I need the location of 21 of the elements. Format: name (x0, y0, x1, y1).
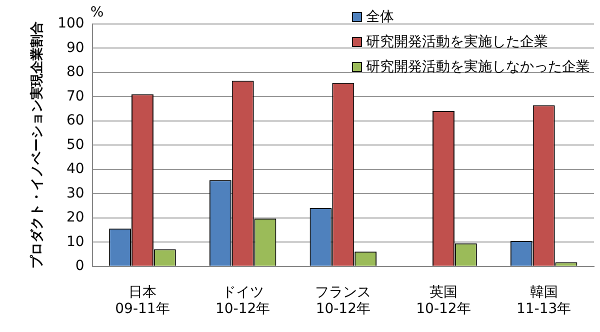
y-axis-title: プロダクト・イノベーション実現企業割合 (29, 22, 46, 269)
y-tick-label: 60 (66, 112, 84, 129)
text: % (90, 4, 104, 21)
x-tick-label: 韓国 11-13年 (516, 284, 572, 318)
x-tick-label: ドイツ 10-12年 (215, 284, 270, 318)
x-tick-label: 英国 10-12年 (416, 284, 471, 318)
legend-label: 研究開発活動を実施した企業 (366, 32, 548, 50)
legend-label: 全体 (366, 8, 394, 26)
y-tick-label: 40 (66, 161, 84, 178)
y-tick-label: 30 (66, 185, 84, 202)
x-tick-label: 日本 09-11年 (115, 284, 170, 318)
y-tick-label: 50 (66, 136, 84, 153)
y-tick-label: 20 (66, 210, 84, 226)
y-tick-label: 10 (66, 234, 84, 250)
x-tick-label: フランス 10-12年 (315, 284, 372, 318)
y-tick-label: 80 (66, 64, 84, 80)
y-tick-label: 0 (75, 258, 84, 274)
legend-label: 研究開発活動を実施しなかった企業 (366, 58, 590, 76)
y-tick-label: 90 (66, 40, 84, 56)
y-tick-label: 100 (58, 16, 84, 32)
y-tick-label: 70 (66, 88, 84, 104)
